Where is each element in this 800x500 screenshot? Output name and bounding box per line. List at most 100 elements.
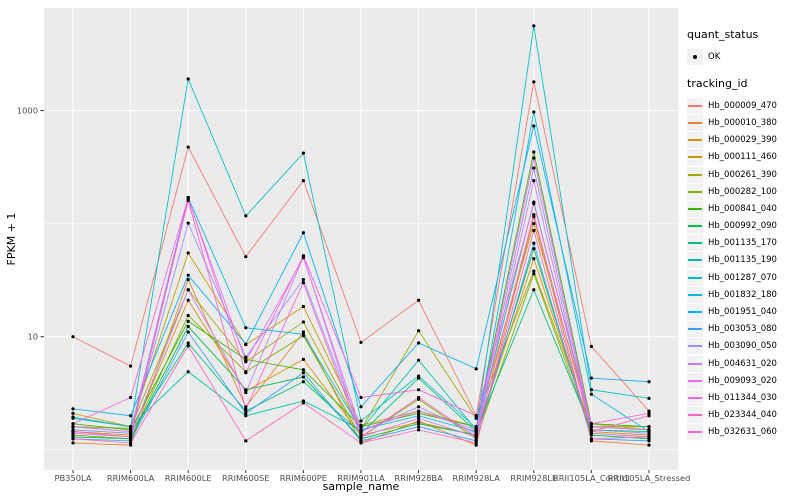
legend-entry-Hb_000841_040: Hb_000841_040 (687, 200, 799, 217)
data-point (186, 341, 190, 345)
legend-entry-Hb_000009_470: Hb_000009_470 (687, 97, 799, 114)
data-point (532, 288, 536, 292)
legend-entry-Hb_001135_190: Hb_001135_190 (687, 252, 799, 269)
data-point (71, 407, 75, 411)
data-point (186, 313, 190, 318)
line-swatch-icon (687, 338, 703, 355)
legend-entry-Hb_000992_090: Hb_000992_090 (687, 218, 799, 235)
data-point (359, 395, 363, 400)
ok-point-marker-icon (687, 48, 703, 65)
data-point (474, 416, 478, 420)
legend-entry-Hb_000010_380: Hb_000010_380 (687, 114, 799, 131)
data-point (532, 228, 536, 233)
legend-entry-label: Hb_009093_020 (708, 375, 777, 386)
x-tick-label: RRIM600LE (165, 473, 212, 483)
legend-title-tracking-id: tracking_id (687, 77, 748, 91)
data-point (186, 324, 190, 329)
data-point (129, 429, 133, 434)
data-point (532, 166, 536, 170)
legend-entry-label: Hb_001951_040 (708, 307, 777, 318)
data-point (417, 329, 421, 333)
data-point (359, 340, 363, 345)
data-point (532, 124, 536, 128)
data-point (532, 24, 536, 28)
legend-entry-Hb_000282_100: Hb_000282_100 (687, 183, 799, 200)
line-swatch-icon (687, 304, 703, 321)
data-point (647, 435, 651, 439)
data-point (474, 435, 478, 439)
data-point (71, 437, 75, 441)
x-tick-label: RRII105LA_Stressed (608, 473, 691, 483)
legend-item-label: OK (708, 51, 721, 62)
legend: quant_status OK tracking_id Hb_000009_47… (687, 28, 799, 441)
data-point (301, 357, 305, 361)
gridlines (44, 8, 679, 470)
axis-ticks-labels: PB350LA RRIM600LA RRIM600LE RRIM600SE RRIM60… (17, 106, 691, 484)
data-point (244, 214, 248, 218)
legend-entry-label: Hb_003053_080 (708, 324, 777, 335)
legend-entry-label: Hb_032631_060 (708, 427, 777, 438)
y-axis-title: FPKM + 1 (5, 213, 18, 266)
data-point (417, 358, 421, 362)
data-point (359, 428, 363, 432)
data-point (301, 332, 305, 336)
data-point (301, 330, 305, 334)
data-point (532, 241, 536, 245)
legend-entry-label: Hb_000992_090 (708, 221, 777, 232)
data-point (647, 439, 651, 443)
data-point (301, 254, 305, 258)
legend-entry-Hb_001135_170: Hb_001135_170 (687, 235, 799, 252)
data-point (417, 405, 421, 409)
x-tick-label: RRIM928BA (394, 473, 443, 483)
x-tick-label: PB350LA (54, 473, 91, 483)
line-swatch-icon (687, 132, 703, 149)
line-swatch-icon (687, 166, 703, 183)
data-point (647, 411, 651, 415)
data-point (532, 269, 536, 273)
data-point (244, 371, 248, 375)
data-point (532, 156, 536, 160)
line-swatch-icon (687, 252, 703, 269)
data-point (589, 392, 594, 396)
y-tick-label: 10 (27, 332, 38, 342)
line-swatch-icon (687, 372, 703, 389)
data-point (532, 202, 536, 206)
data-point (186, 370, 190, 374)
x-tick-label: RRII105LA_Control (553, 473, 630, 483)
data-point (186, 298, 190, 302)
data-point (474, 428, 478, 432)
data-point (244, 414, 248, 418)
data-point (417, 414, 421, 418)
legend-entry-Hb_000029_390: Hb_000029_390 (687, 132, 799, 149)
line-swatch-icon (687, 97, 703, 114)
data-point (359, 435, 363, 439)
legend-entry-label: Hb_001287_070 (708, 272, 777, 283)
data-point (417, 422, 421, 426)
data-point (244, 411, 248, 415)
x-tick-label: RRIM600SE (222, 473, 269, 483)
legend-entry-label: Hb_023344_040 (708, 410, 777, 421)
data-point (244, 439, 248, 443)
data-point (301, 277, 305, 282)
line-swatch-icon (687, 218, 703, 235)
data-point (244, 355, 248, 359)
data-points (71, 24, 651, 447)
line-swatch-icon (687, 321, 703, 338)
legend-entry-Hb_032631_060: Hb_032631_060 (687, 424, 799, 441)
data-point (71, 425, 75, 429)
legend-entry-Hb_001951_040: Hb_001951_040 (687, 303, 799, 321)
data-point (71, 441, 75, 445)
data-point (589, 344, 594, 349)
data-point (589, 376, 594, 380)
data-point (186, 221, 190, 225)
data-point (589, 422, 594, 426)
line-swatch-icon (687, 389, 703, 406)
data-point (532, 247, 536, 251)
data-point (474, 414, 478, 418)
data-point (71, 429, 75, 434)
data-point (647, 425, 651, 429)
x-tick-label: RRIM928LE (510, 473, 557, 483)
data-point (532, 80, 536, 84)
